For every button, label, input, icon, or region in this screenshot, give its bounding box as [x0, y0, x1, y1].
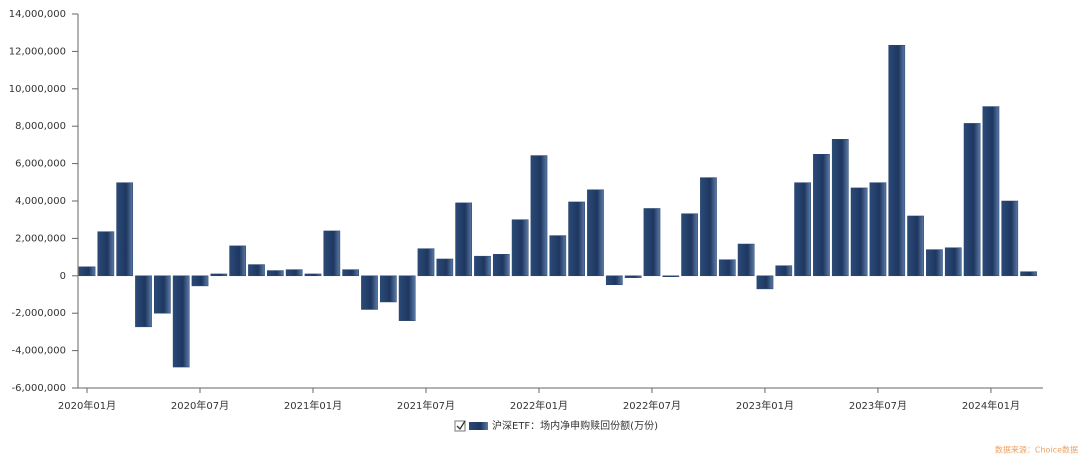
bar	[436, 258, 454, 277]
bar	[153, 275, 171, 314]
bar	[700, 177, 717, 277]
bar	[850, 187, 868, 277]
bar	[323, 230, 341, 277]
bar	[248, 264, 265, 277]
bar	[229, 245, 247, 277]
x-tick-label: 2021年01月	[284, 399, 342, 412]
bar	[605, 275, 623, 286]
bar	[643, 208, 661, 277]
bar	[775, 265, 793, 277]
x-tick-label: 2020年07月	[171, 399, 229, 412]
bar	[417, 248, 435, 277]
bar	[530, 155, 548, 277]
bar	[869, 182, 887, 277]
bar	[342, 269, 360, 277]
bar	[379, 275, 397, 303]
bar	[813, 154, 830, 277]
bar	[944, 247, 962, 277]
legend-label: 沪深ETF：场内净申购赎回份额(万份)	[492, 419, 658, 432]
bar	[756, 275, 774, 290]
check-mark	[456, 420, 466, 431]
y-tick-label: 14,000,000	[9, 9, 66, 20]
bar	[1020, 271, 1037, 277]
bar	[737, 243, 755, 277]
legend[interactable]: 沪深ETF：场内净申购赎回份额(万份)	[454, 419, 658, 432]
bar	[568, 201, 585, 277]
x-tick-label: 2024年01月	[962, 399, 1020, 412]
legend-checkbox[interactable]	[454, 420, 466, 432]
y-tick-label: 2,000,000	[15, 233, 66, 244]
y-tick-label: 12,000,000	[9, 46, 66, 57]
bar	[455, 202, 472, 277]
source: 数据来源：Choice数据	[995, 445, 1078, 455]
bar	[135, 275, 152, 328]
y-tick-label: 4,000,000	[15, 196, 66, 207]
x-tick-label: 2023年07月	[849, 399, 907, 412]
bar	[681, 213, 698, 277]
bar	[926, 249, 943, 277]
y-tick-label: 6,000,000	[15, 159, 66, 170]
bar	[511, 219, 529, 277]
bar	[831, 139, 849, 277]
bar	[624, 275, 642, 278]
bar	[78, 266, 96, 277]
x-tick-label: 2020年01月	[58, 399, 116, 412]
bar	[963, 123, 981, 277]
bar	[662, 275, 680, 277]
y-tick-label: -4,000,000	[11, 346, 66, 357]
bar	[172, 275, 190, 368]
bar	[398, 275, 416, 321]
bar	[191, 275, 209, 287]
x-tick-label: 2022年07月	[623, 399, 681, 412]
bar	[982, 106, 1000, 277]
bar	[210, 273, 228, 277]
y-tick-label: -2,000,000	[11, 308, 66, 319]
bar	[97, 231, 115, 277]
bar	[304, 273, 322, 277]
y-tick-label: -6,000,000	[11, 383, 66, 394]
x-tick-label: 2021年07月	[397, 399, 455, 412]
legend-swatch	[469, 422, 488, 430]
bar	[587, 189, 604, 277]
bar	[794, 182, 811, 277]
bar	[549, 235, 567, 277]
bar	[285, 269, 303, 277]
x-tick-label: 2023年01月	[736, 399, 794, 412]
bar	[718, 259, 736, 277]
bar	[474, 255, 491, 277]
y-tick-label: 10,000,000	[9, 84, 66, 95]
bar	[907, 215, 924, 277]
bar	[492, 254, 510, 277]
y-tick-label: 8,000,000	[15, 121, 66, 132]
bar	[1001, 200, 1019, 277]
y-tick-label: 0	[60, 271, 66, 282]
bar	[266, 270, 284, 277]
bar	[888, 44, 906, 277]
bar	[116, 182, 134, 277]
x-tick-label: 2022年01月	[510, 399, 568, 412]
bar	[361, 275, 378, 310]
